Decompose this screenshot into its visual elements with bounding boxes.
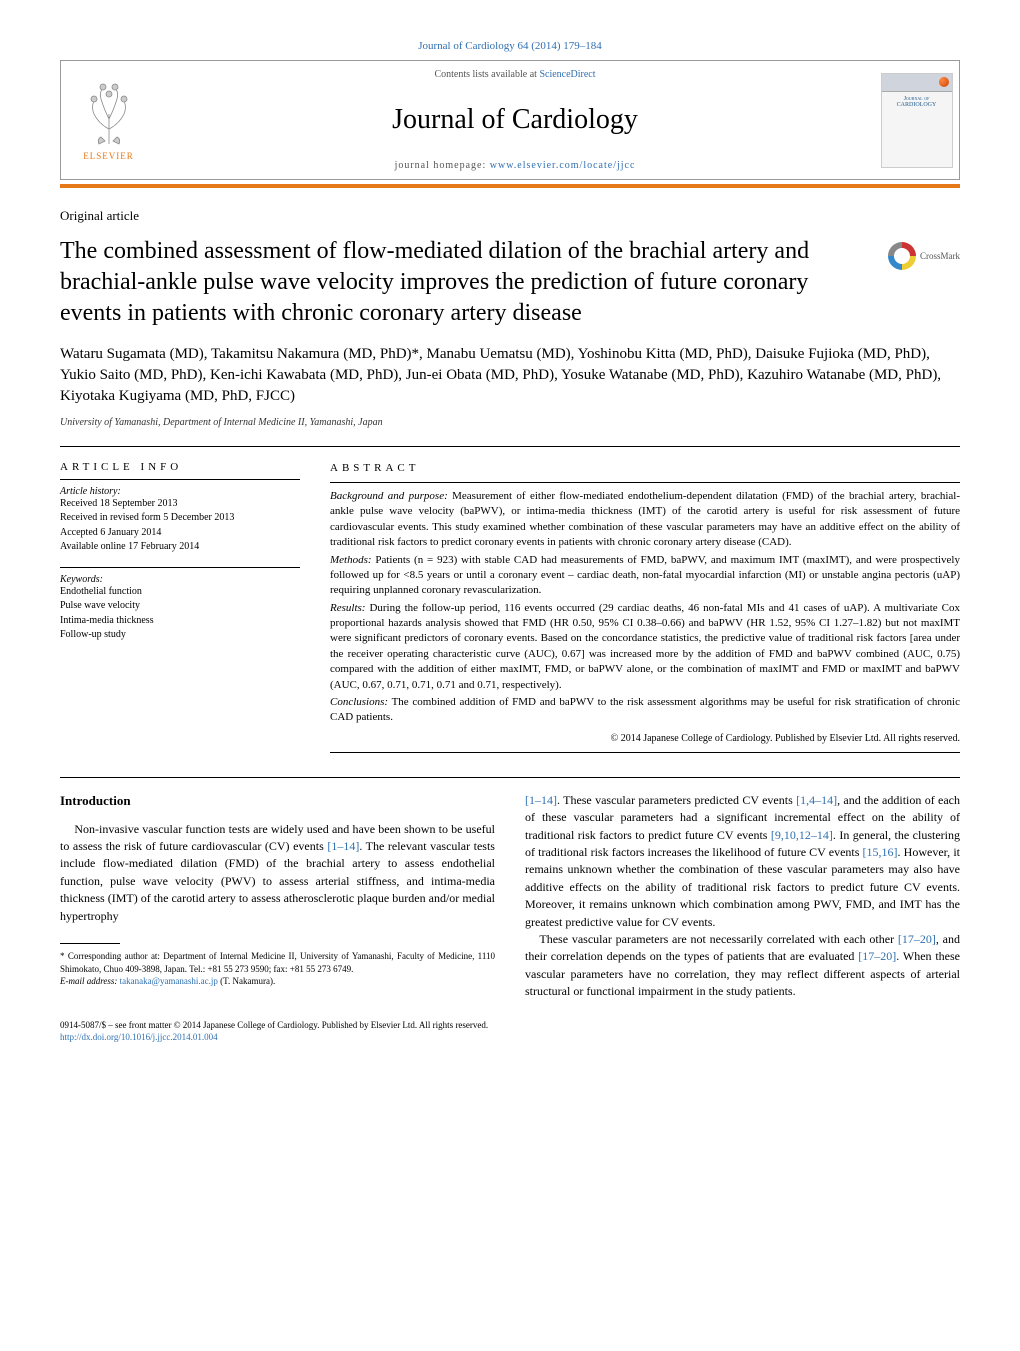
crossmark-icon xyxy=(888,242,916,270)
crossmark-badge[interactable]: CrossMark xyxy=(888,242,960,270)
abstract-column: ABSTRACT Background and purpose: Measure… xyxy=(330,461,960,759)
keyword: Intima-media thickness xyxy=(60,614,300,629)
background-label: Background and purpose: xyxy=(330,490,448,502)
ref-link[interactable]: [1,4–14] xyxy=(796,793,837,807)
conclusions-label: Conclusions: xyxy=(330,696,388,708)
ref-link[interactable]: [1–14] xyxy=(525,793,557,807)
affiliation: University of Yamanashi, Department of I… xyxy=(60,417,960,428)
section-divider xyxy=(60,446,960,447)
abstract-copyright: © 2014 Japanese College of Cardiology. P… xyxy=(330,732,960,746)
history-line: Received 18 September 2013 xyxy=(60,497,300,512)
corresponding-author-footnote: * Corresponding author at: Department of… xyxy=(60,950,495,988)
right-column: [1–14]. These vascular parameters predic… xyxy=(525,792,960,1001)
article-type: Original article xyxy=(60,208,960,224)
body-text: . These vascular parameters predicted CV… xyxy=(557,793,796,807)
ref-link[interactable]: [17–20] xyxy=(858,949,896,963)
citation-header: Journal of Cardiology 64 (2014) 179–184 xyxy=(60,40,960,52)
doi-link[interactable]: http://dx.doi.org/10.1016/j.jjcc.2014.01… xyxy=(60,1032,218,1042)
keyword: Follow-up study xyxy=(60,628,300,643)
sciencedirect-link[interactable]: ScienceDirect xyxy=(539,69,595,80)
journal-homepage: journal homepage: www.elsevier.com/locat… xyxy=(395,160,636,171)
elsevier-text: ELSEVIER xyxy=(83,151,134,161)
homepage-prefix: journal homepage: xyxy=(395,160,490,171)
journal-header: ELSEVIER Contents lists available at Sci… xyxy=(60,60,960,180)
history-line: Accepted 6 January 2014 xyxy=(60,526,300,541)
abstract-heading: ABSTRACT xyxy=(330,461,960,476)
crossmark-label: CrossMark xyxy=(920,251,960,261)
article-info-heading: ARTICLE INFO xyxy=(60,461,300,473)
email-link[interactable]: takanaka@yamanashi.ac.jp xyxy=(120,976,218,986)
ref-link[interactable]: [15,16] xyxy=(863,845,898,859)
homepage-link[interactable]: www.elsevier.com/locate/jjcc xyxy=(490,160,636,171)
results-label: Results: xyxy=(330,602,365,614)
article-info-column: ARTICLE INFO Article history: Received 1… xyxy=(60,461,300,759)
body-text: These vascular parameters are not necess… xyxy=(539,932,897,946)
email-label: E-mail address: xyxy=(60,976,120,986)
abstract-end-divider xyxy=(330,752,960,753)
article-history-label: Article history: xyxy=(60,486,300,497)
keyword: Pulse wave velocity xyxy=(60,599,300,614)
journal-title: Journal of Cardiology xyxy=(392,104,638,136)
abstract-divider xyxy=(330,482,960,483)
authors-list: Wataru Sugamata (MD), Takamitsu Nakamura… xyxy=(60,344,960,407)
conclusions-text: The combined addition of FMD and baPWV t… xyxy=(330,696,960,723)
footnote-corr: * Corresponding author at: Department of… xyxy=(60,950,495,975)
footer-copyright: 0914-5087/$ – see front matter © 2014 Ja… xyxy=(60,1019,960,1032)
methods-label: Methods: xyxy=(330,554,372,566)
body-divider xyxy=(60,777,960,778)
cover-logo-icon xyxy=(939,77,949,87)
orange-divider xyxy=(60,184,960,188)
contents-available: Contents lists available at ScienceDirec… xyxy=(434,69,595,80)
info-divider xyxy=(60,479,300,480)
contents-prefix: Contents lists available at xyxy=(434,69,539,80)
article-title: The combined assessment of flow-mediated… xyxy=(60,236,868,330)
info-divider xyxy=(60,567,300,568)
results-text: During the follow-up period, 116 events … xyxy=(330,602,960,691)
ref-link[interactable]: [17–20] xyxy=(898,932,936,946)
page-footer: 0914-5087/$ – see front matter © 2014 Ja… xyxy=(60,1019,960,1044)
ref-link[interactable]: [9,10,12–14] xyxy=(771,828,833,842)
keyword: Endothelial function xyxy=(60,585,300,600)
introduction-heading: Introduction xyxy=(60,792,495,811)
email-suffix: (T. Nakamura). xyxy=(218,976,275,986)
ref-link[interactable]: [1–14] xyxy=(327,839,359,853)
elsevier-logo[interactable]: ELSEVIER xyxy=(61,61,156,179)
footnote-separator xyxy=(60,943,120,944)
elsevier-tree-icon xyxy=(79,79,139,149)
history-line: Received in revised form 5 December 2013 xyxy=(60,511,300,526)
cover-title: Journal of CARDIOLOGY xyxy=(882,92,952,112)
keywords-label: Keywords: xyxy=(60,574,300,585)
history-line: Available online 17 February 2014 xyxy=(60,540,300,555)
journal-cover: Journal of CARDIOLOGY xyxy=(874,61,959,179)
methods-text: Patients (n = 923) with stable CAD had m… xyxy=(330,554,960,597)
left-column: Introduction Non-invasive vascular funct… xyxy=(60,792,495,1001)
